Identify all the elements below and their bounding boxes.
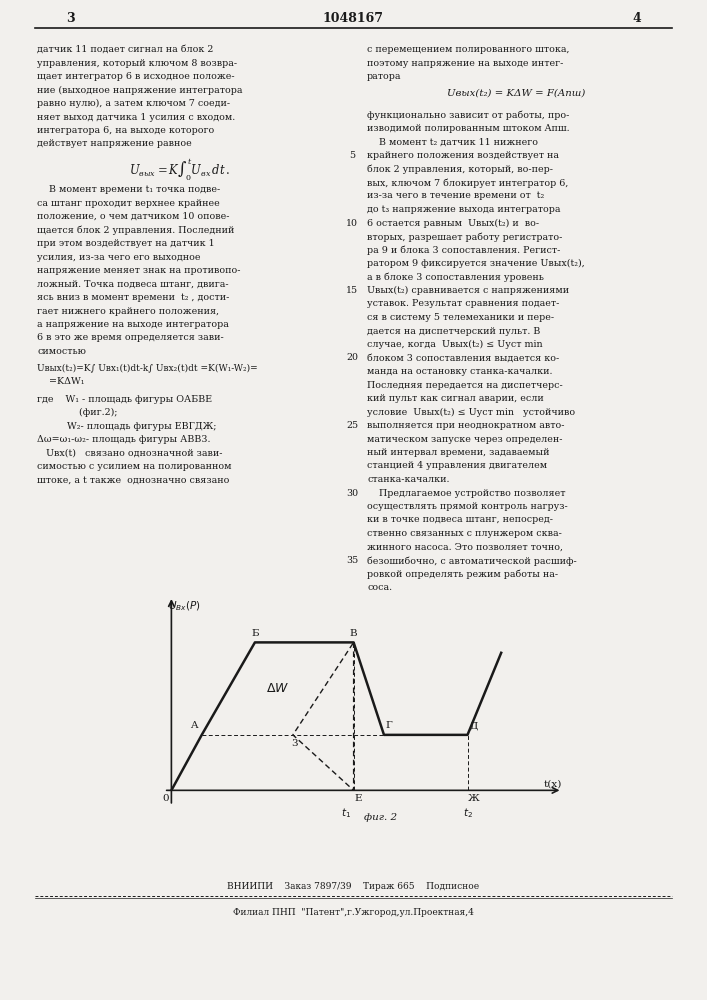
Text: Д: Д [469, 721, 478, 730]
Text: Предлагаемое устройство позволяет: Предлагаемое устройство позволяет [367, 488, 566, 497]
Text: 10: 10 [346, 219, 358, 228]
Text: щается блок 2 управления. Последний: щается блок 2 управления. Последний [37, 226, 235, 235]
Text: ра 9 и блока 3 сопоставления. Регист-: ра 9 и блока 3 сопоставления. Регист- [367, 245, 561, 255]
Text: E: E [354, 794, 362, 803]
Text: кий пульт как сигнал аварии, если: кий пульт как сигнал аварии, если [367, 394, 544, 403]
Text: штоке, а t также  однозначно связано: штоке, а t также однозначно связано [37, 476, 229, 485]
Text: няет выход датчика 1 усилия с входом.: няет выход датчика 1 усилия с входом. [37, 112, 235, 121]
Text: равно нулю), а затем ключом 7 соеди-: равно нулю), а затем ключом 7 соеди- [37, 99, 230, 108]
Text: В: В [350, 629, 358, 638]
Text: ратора: ратора [367, 72, 402, 81]
Text: ся в систему 5 телемеханики и пере-: ся в систему 5 телемеханики и пере- [367, 313, 554, 322]
Text: 25: 25 [346, 421, 358, 430]
Text: $t_1$: $t_1$ [341, 806, 351, 820]
Text: Δω=ω₁-ω₂- площадь фигуры АВВ3.: Δω=ω₁-ω₂- площадь фигуры АВВ3. [37, 435, 211, 444]
Text: ственно связанных с плунжером сква-: ственно связанных с плунжером сква- [367, 529, 562, 538]
Text: а напряжение на выходе интегратора: а напряжение на выходе интегратора [37, 320, 229, 329]
Text: ложный. Точка подвеса штанг, двига-: ложный. Точка подвеса штанг, двига- [37, 279, 228, 288]
Text: поэтому напряжение на выходе интег-: поэтому напряжение на выходе интег- [367, 58, 563, 68]
Text: а в блоке 3 сопоставления уровень: а в блоке 3 сопоставления уровень [367, 272, 544, 282]
Text: гает нижнего крайнего положения,: гает нижнего крайнего положения, [37, 306, 219, 316]
Text: блок 2 управления, который, во-пер-: блок 2 управления, который, во-пер- [367, 164, 553, 174]
Text: усилия, из-за чего его выходное: усилия, из-за чего его выходное [37, 252, 201, 261]
Text: до t₃ напряжение выхода интегратора: до t₃ напряжение выхода интегратора [367, 205, 561, 214]
Text: 5: 5 [349, 151, 355, 160]
Text: из-за чего в течение времени от  t₂: из-за чего в течение времени от t₂ [367, 192, 544, 200]
Text: положение, о чем датчиком 10 опове-: положение, о чем датчиком 10 опове- [37, 212, 230, 221]
Text: W₂- площадь фигуры ЕВГДЖ;: W₂- площадь фигуры ЕВГДЖ; [37, 422, 216, 431]
Text: ровкой определять режим работы на-: ровкой определять режим работы на- [367, 570, 558, 579]
Text: 3: 3 [66, 11, 74, 24]
Text: датчик 11 подает сигнал на блок 2: датчик 11 подает сигнал на блок 2 [37, 45, 214, 54]
Text: станцией 4 управления двигателем: станцией 4 управления двигателем [367, 462, 547, 471]
Text: блоком 3 сопоставления выдается ко-: блоком 3 сопоставления выдается ко- [367, 354, 559, 362]
Text: матическом запуске через определен-: матическом запуске через определен- [367, 434, 563, 444]
Text: Филиал ПНП  "Патент",г.Ужгород,ул.Проектная,4: Филиал ПНП "Патент",г.Ужгород,ул.Проектн… [233, 908, 474, 917]
Text: 3: 3 [291, 739, 298, 748]
Text: соса.: соса. [367, 583, 392, 592]
Text: ки в точке подвеса штанг, непосред-: ки в точке подвеса штанг, непосред- [367, 516, 553, 524]
Text: изводимой полированным штоком Aпш.: изводимой полированным штоком Aпш. [367, 124, 570, 133]
Text: t(x): t(x) [544, 780, 562, 789]
Text: щает интегратор 6 в исходное положе-: щает интегратор 6 в исходное положе- [37, 72, 235, 81]
Text: управления, который ключом 8 возвра-: управления, который ключом 8 возвра- [37, 58, 237, 68]
Text: В момент t₂ датчик 11 нижнего: В момент t₂ датчик 11 нижнего [367, 137, 538, 146]
Text: осуществлять прямой контроль нагруз-: осуществлять прямой контроль нагруз- [367, 502, 568, 511]
Text: ратором 9 фиксируется значение Uвых(t₂),: ратором 9 фиксируется значение Uвых(t₂), [367, 259, 585, 268]
Text: 0: 0 [163, 794, 169, 803]
Text: выполняется при неоднократном авто-: выполняется при неоднократном авто- [367, 421, 564, 430]
Text: ясь вниз в момент времени  t₂ , дости-: ясь вниз в момент времени t₂ , дости- [37, 293, 229, 302]
Text: Ж: Ж [468, 794, 480, 803]
Text: $t_2$: $t_2$ [462, 806, 472, 820]
Text: $U_{Вх}(P)$: $U_{Вх}(P)$ [168, 599, 200, 613]
Text: 20: 20 [346, 354, 358, 362]
Text: Последняя передается на диспетчерс-: Последняя передается на диспетчерс- [367, 380, 563, 389]
Text: симостью с усилием на полированном: симостью с усилием на полированном [37, 462, 231, 471]
Text: ный интервал времени, задаваемый: ный интервал времени, задаваемый [367, 448, 549, 457]
Text: (фиг.2);: (фиг.2); [37, 408, 117, 417]
Text: Uвых(t₂) = KΔW = F(Aпш): Uвых(t₂) = KΔW = F(Aпш) [447, 89, 585, 98]
Text: A: A [190, 721, 198, 730]
Text: 15: 15 [346, 286, 358, 295]
Text: 6 остается равным  Uвых(t₂) и  во-: 6 остается равным Uвых(t₂) и во- [367, 219, 539, 228]
Text: напряжение меняет знак на противопо-: напряжение меняет знак на противопо- [37, 266, 240, 275]
Text: =KΔW₁: =KΔW₁ [37, 377, 85, 386]
Text: 35: 35 [346, 556, 358, 565]
Text: жинного насоса. Это позволяет точно,: жинного насоса. Это позволяет точно, [367, 542, 563, 552]
Text: манда на остановку станка-качалки.: манда на остановку станка-качалки. [367, 367, 552, 376]
Text: уставок. Результат сравнения подает-: уставок. Результат сравнения подает- [367, 300, 559, 308]
Text: ВНИИПИ    Заказ 7897/39    Тираж 665    Подписное: ВНИИПИ Заказ 7897/39 Тираж 665 Подписное [227, 882, 479, 891]
Text: функционально зависит от работы, про-: функционально зависит от работы, про- [367, 110, 569, 120]
Text: условие  Uвых(t₂) ≤ Uуст min   устойчиво: условие Uвых(t₂) ≤ Uуст min устойчиво [367, 408, 575, 417]
Text: $\Delta W$: $\Delta W$ [266, 682, 289, 695]
Text: где    W₁ - площадь фигуры ОАБВЕ: где W₁ - площадь фигуры ОАБВЕ [37, 395, 212, 404]
Text: симостью: симостью [37, 347, 86, 356]
Text: интегратора 6, на выходе которого: интегратора 6, на выходе которого [37, 126, 214, 135]
Text: Г: Г [386, 721, 392, 730]
Text: безошибочно, с автоматической расшиф-: безошибочно, с автоматической расшиф- [367, 556, 577, 566]
Text: при этом воздействует на датчик 1: при этом воздействует на датчик 1 [37, 239, 215, 248]
Text: Б: Б [251, 629, 259, 638]
Text: Uвых(t₂)=K∫ Uвх₁(t)dt-k∫ Uвх₂(t)dt =K(W₁-W₂)=: Uвых(t₂)=K∫ Uвх₁(t)dt-k∫ Uвх₂(t)dt =K(W₁… [37, 363, 257, 372]
Text: вых, ключом 7 блокирует интегратор 6,: вых, ключом 7 блокирует интегратор 6, [367, 178, 568, 188]
Text: Uвх(t)   связано однозначной зави-: Uвх(t) связано однозначной зави- [37, 449, 223, 458]
Text: 1048167: 1048167 [322, 11, 383, 24]
Text: 30: 30 [346, 488, 358, 497]
Text: действует напряжение равное: действует напряжение равное [37, 139, 192, 148]
Text: дается на диспетчерский пульт. В: дается на диспетчерский пульт. В [367, 326, 540, 336]
Text: вторых, разрешает работу регистрато-: вторых, разрешает работу регистрато- [367, 232, 562, 241]
Text: 6 в это же время определяется зави-: 6 в это же время определяется зави- [37, 334, 223, 342]
Text: крайнего положения воздействует на: крайнего положения воздействует на [367, 151, 559, 160]
Text: с перемещением полированного штока,: с перемещением полированного штока, [367, 45, 570, 54]
Text: станка-качалки.: станка-качалки. [367, 475, 450, 484]
Text: $U_{вых} = K\int^{t}_{0} U_{вх}\,dt\,.$: $U_{вых} = K\int^{t}_{0} U_{вх}\,dt\,.$ [129, 157, 230, 183]
Text: са штанг проходит верхнее крайнее: са штанг проходит верхнее крайнее [37, 198, 220, 208]
Text: Uвых(t₂) сравнивается с напряжениями: Uвых(t₂) сравнивается с напряжениями [367, 286, 569, 295]
Text: случае, когда  Uвых(t₂) ≤ Uуст min: случае, когда Uвых(t₂) ≤ Uуст min [367, 340, 543, 349]
Text: ние (выходное напряжение интегратора: ние (выходное напряжение интегратора [37, 86, 243, 95]
Text: В момент времени t₁ точка подве-: В момент времени t₁ точка подве- [37, 185, 221, 194]
Text: фиг. 2: фиг. 2 [363, 813, 397, 822]
Text: 4: 4 [633, 11, 641, 24]
